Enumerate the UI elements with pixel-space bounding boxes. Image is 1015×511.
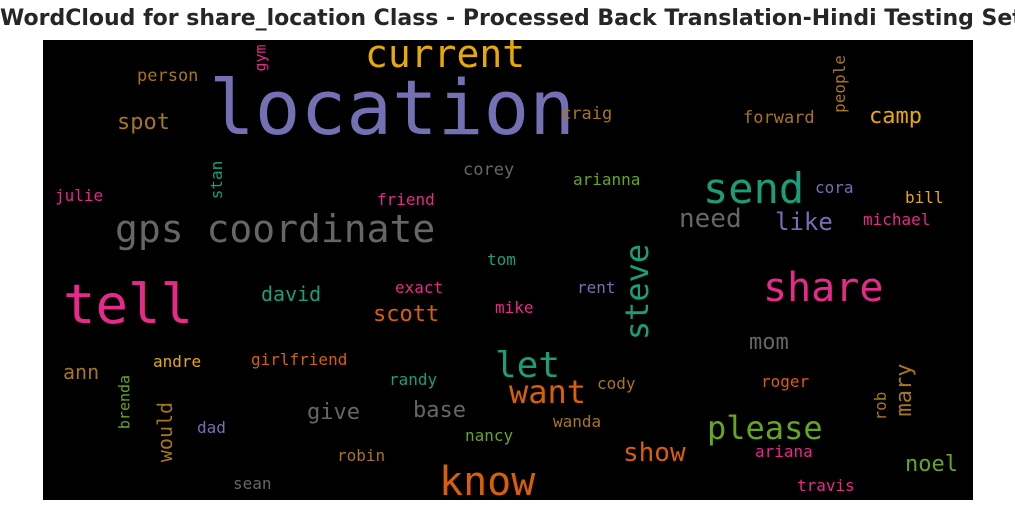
word-julie: julie xyxy=(55,186,104,205)
word-robin: robin xyxy=(337,446,386,465)
word-people: people xyxy=(830,55,849,113)
word-gps-coordinate: gps coordinate xyxy=(115,207,436,251)
word-nancy: nancy xyxy=(465,426,514,445)
word-noel: noel xyxy=(905,452,958,477)
word-mary: mary xyxy=(892,363,917,417)
word-please: please xyxy=(707,409,823,447)
word-brenda: brenda xyxy=(115,374,134,430)
word-person: person xyxy=(137,66,199,86)
word-david: david xyxy=(261,282,322,306)
word-cora: cora xyxy=(815,178,854,197)
word-bill: bill xyxy=(905,188,944,207)
word-ariana: ariana xyxy=(755,442,813,461)
word-steve: steve xyxy=(618,243,656,341)
word-arianna: arianna xyxy=(573,170,641,189)
word-location: location xyxy=(209,63,576,152)
word-spot: spot xyxy=(117,110,170,135)
word-know: know xyxy=(439,459,536,500)
word-girlfriend: girlfriend xyxy=(251,350,348,369)
word-give: give xyxy=(307,400,360,425)
word-need: need xyxy=(679,204,742,234)
word-would: would xyxy=(153,401,177,463)
word-mike: mike xyxy=(495,298,534,317)
word-send: send xyxy=(703,164,805,213)
word-roger: roger xyxy=(761,372,810,391)
word-like: like xyxy=(775,208,833,236)
word-tell: tell xyxy=(63,273,194,336)
word-wanda: wanda xyxy=(553,412,602,431)
word-share: share xyxy=(763,265,884,311)
word-mom: mom xyxy=(749,330,789,355)
word-cloud: location current gps coordinate tell send sha… xyxy=(43,40,973,500)
word-rent: rent xyxy=(577,278,616,297)
word-andre: andre xyxy=(153,352,202,371)
word-forward: forward xyxy=(743,108,815,128)
word-dad: dad xyxy=(197,418,226,437)
word-randy: randy xyxy=(389,370,438,389)
figure-title: WordCloud for share_location Class - Pro… xyxy=(0,6,1015,31)
word-tom: tom xyxy=(487,250,516,269)
word-gym: gym xyxy=(251,44,270,72)
word-stan: stan xyxy=(207,160,226,200)
word-sean: sean xyxy=(233,474,272,493)
word-exact: exact xyxy=(395,278,444,297)
word-travis: travis xyxy=(797,476,855,495)
word-current: current xyxy=(365,40,526,76)
word-scott: scott xyxy=(373,302,440,327)
word-base: base xyxy=(413,398,466,423)
word-craig: craig xyxy=(561,104,613,124)
word-friend: friend xyxy=(377,190,435,209)
word-ann: ann xyxy=(63,360,100,384)
word-michael: michael xyxy=(863,210,931,229)
word-corey: corey xyxy=(463,160,515,180)
word-rob: rob xyxy=(871,391,890,421)
word-show: show xyxy=(623,438,686,468)
word-camp: camp xyxy=(869,104,922,129)
word-cody: cody xyxy=(597,374,636,393)
word-let: let xyxy=(495,345,561,386)
word-want: want xyxy=(509,373,587,411)
